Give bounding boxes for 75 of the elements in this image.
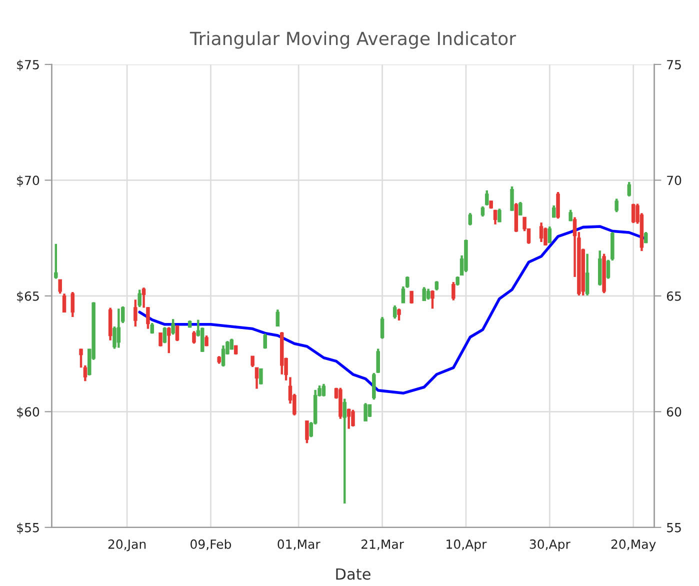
candlestick — [58, 278, 62, 295]
candlestick — [518, 200, 522, 216]
candlestick — [372, 372, 376, 401]
chart-title: Triangular Moving Average Indicator — [190, 31, 516, 49]
candlestick — [614, 198, 618, 214]
candlestick — [305, 419, 309, 444]
candlestick — [548, 225, 552, 244]
candlestick — [631, 202, 636, 224]
candlestick — [254, 366, 259, 390]
y-tick-label: $55 — [17, 522, 39, 534]
candlestick — [322, 382, 326, 398]
candlestick — [368, 403, 372, 418]
candlestick — [54, 242, 58, 280]
x-tick-label: 20,May — [611, 539, 656, 552]
candlestick — [544, 226, 548, 247]
y-tick-label: $65 — [17, 291, 39, 303]
candlestick — [342, 398, 347, 505]
candlestick — [510, 185, 514, 212]
candlestick — [498, 208, 502, 224]
candlestick — [276, 308, 280, 328]
candlestick — [426, 288, 430, 301]
candlestick — [192, 330, 196, 345]
candlestick — [556, 190, 560, 220]
x-tick-label: 01,Mar — [278, 539, 320, 550]
candlestick — [434, 280, 439, 292]
x-tick-label: 30,Apr — [530, 539, 570, 552]
x-axis-title: Date — [336, 568, 370, 580]
candlestick — [62, 292, 66, 314]
y2-tick-label: 60 — [666, 407, 682, 417]
candlestick — [585, 252, 590, 297]
candlestick — [364, 402, 368, 422]
candlestick — [175, 324, 180, 342]
candlestick — [83, 364, 88, 382]
candlestick — [167, 326, 171, 354]
candlestick — [171, 318, 175, 336]
candlestick — [485, 189, 489, 207]
candlestick — [250, 355, 254, 368]
candlestick — [430, 289, 434, 310]
candlestick — [392, 304, 397, 320]
candlestick — [422, 286, 426, 302]
candlestick — [162, 326, 167, 344]
candlestick — [351, 408, 355, 428]
candlestick — [468, 212, 472, 226]
candlestick — [116, 308, 121, 349]
candlestick — [539, 221, 544, 244]
candlestick — [380, 316, 384, 340]
candlestick — [406, 275, 410, 289]
y2-tick-label: 70 — [667, 176, 682, 186]
candlestick — [376, 348, 380, 374]
candlestick — [552, 204, 556, 219]
y2-tick-label: 55 — [667, 523, 681, 532]
candlestick — [158, 332, 162, 348]
candlestick — [606, 258, 610, 280]
y2-tick-label: 65 — [666, 291, 681, 301]
x-tick-label: 21,Mar — [361, 539, 404, 550]
candlestick — [134, 298, 138, 328]
candlestick — [70, 290, 75, 318]
y-tick-label: $75 — [17, 60, 39, 72]
candlestick — [346, 408, 351, 430]
x-tick-label: 20,Jan — [108, 539, 146, 552]
y-tick-label: $60 — [17, 406, 40, 418]
candlestick — [493, 208, 498, 226]
candlestick — [480, 205, 485, 218]
candlestick — [79, 348, 83, 369]
candlestick — [221, 344, 226, 368]
candlestick — [452, 280, 456, 302]
candlestick — [138, 288, 142, 308]
candlestick — [456, 275, 460, 287]
x-tick-label: 10,Apr — [446, 539, 487, 552]
x-tick-label: 09,Feb — [190, 539, 232, 550]
candlestick — [397, 308, 401, 322]
candlestick — [627, 180, 632, 198]
y-tick-label: $70 — [17, 175, 40, 187]
y2-tick-label: 75 — [667, 60, 681, 70]
candlestick — [263, 332, 268, 350]
